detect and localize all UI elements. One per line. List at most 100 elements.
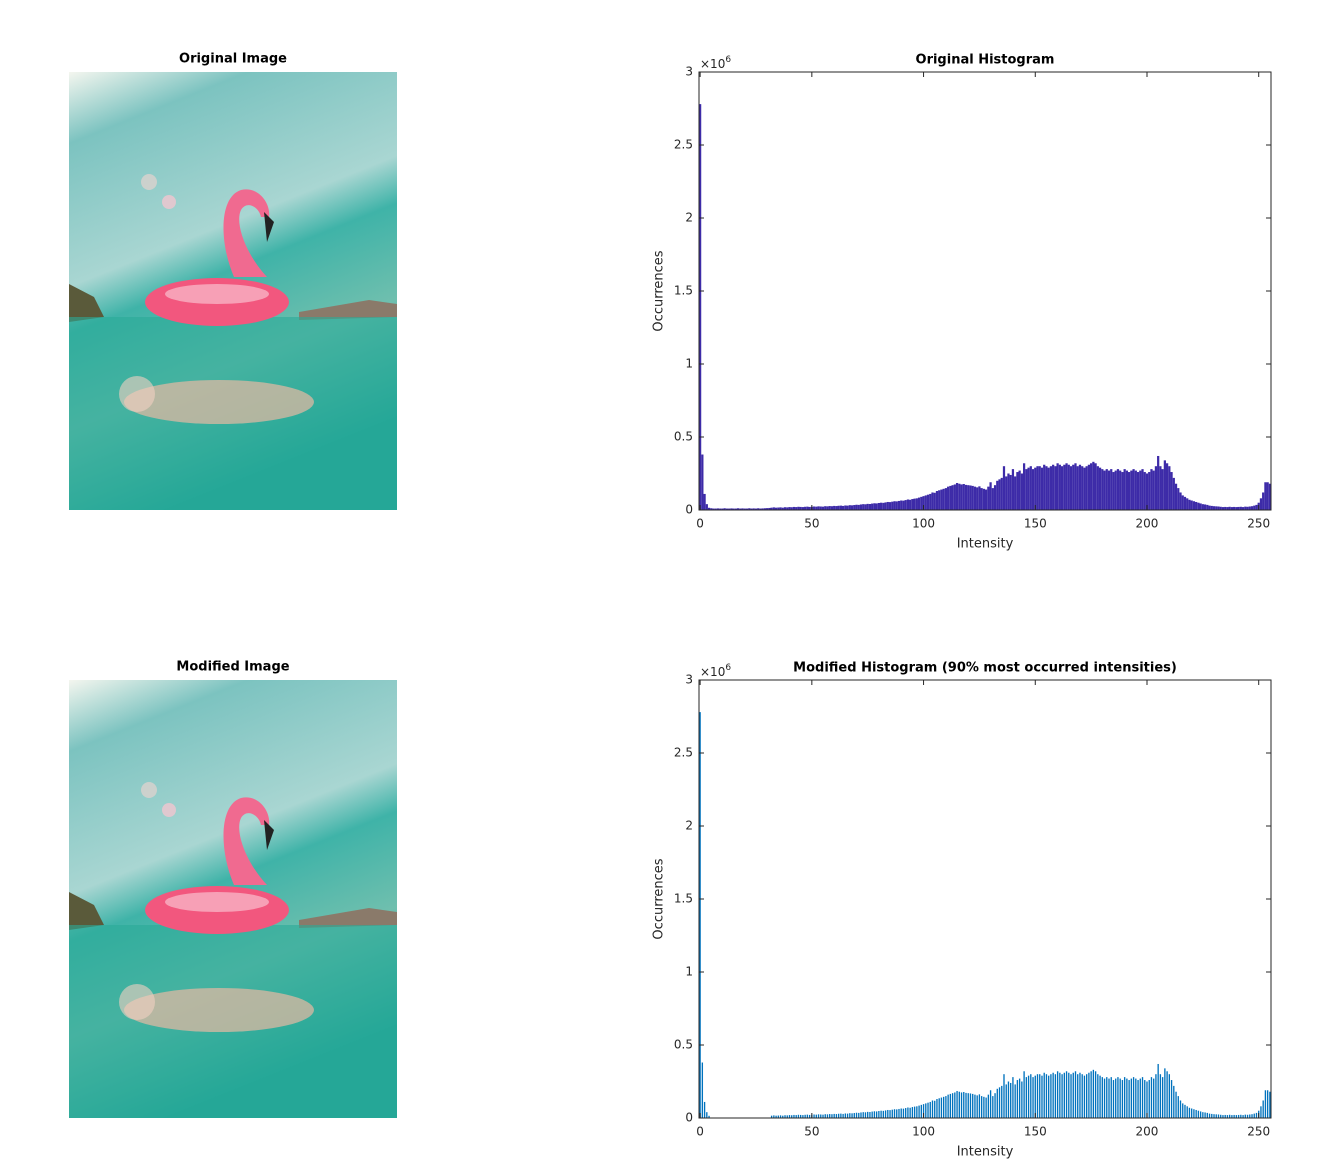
bar bbox=[817, 1114, 820, 1118]
bar bbox=[1016, 1080, 1019, 1118]
bar bbox=[1014, 1084, 1016, 1118]
bar bbox=[1117, 1077, 1119, 1118]
bar bbox=[1161, 469, 1164, 510]
bar bbox=[786, 507, 789, 510]
bar bbox=[1043, 464, 1046, 510]
bar bbox=[1045, 1074, 1048, 1118]
bar bbox=[1103, 1078, 1106, 1118]
bar bbox=[1211, 1113, 1213, 1118]
bar bbox=[1010, 1082, 1012, 1118]
bar bbox=[775, 1115, 777, 1118]
bar bbox=[1081, 466, 1084, 510]
bar bbox=[944, 488, 948, 510]
bar bbox=[1239, 506, 1242, 510]
bar bbox=[817, 506, 820, 510]
bar bbox=[940, 489, 943, 510]
bar bbox=[900, 500, 903, 510]
y-tick-label: 1.5 bbox=[674, 284, 693, 298]
bar bbox=[783, 507, 787, 510]
bar bbox=[1259, 498, 1263, 510]
bar bbox=[748, 508, 751, 510]
bar bbox=[705, 504, 708, 510]
bar bbox=[1165, 463, 1169, 510]
bar bbox=[980, 1096, 983, 1118]
bar bbox=[949, 485, 952, 510]
bar bbox=[913, 1106, 916, 1118]
bar bbox=[980, 488, 983, 510]
x-tick-label: 250 bbox=[1247, 517, 1270, 531]
bar bbox=[1186, 1106, 1188, 1118]
bar bbox=[819, 506, 822, 510]
bar bbox=[808, 506, 811, 510]
bar bbox=[1049, 466, 1053, 510]
bar bbox=[1222, 1115, 1224, 1118]
bar bbox=[985, 489, 988, 510]
bar bbox=[998, 1087, 1001, 1118]
bar bbox=[880, 1110, 882, 1118]
bar bbox=[1101, 1077, 1103, 1118]
bar bbox=[1226, 1115, 1229, 1118]
bar bbox=[987, 1094, 990, 1118]
image-title: Modified Image bbox=[176, 660, 289, 675]
bar bbox=[781, 507, 784, 510]
bar bbox=[1125, 470, 1128, 510]
bar bbox=[1195, 501, 1198, 510]
bar bbox=[797, 1114, 800, 1118]
bar bbox=[1224, 506, 1227, 510]
bar bbox=[877, 502, 880, 510]
bar bbox=[1072, 464, 1075, 510]
bar bbox=[1076, 466, 1079, 510]
bar bbox=[866, 503, 869, 510]
bar bbox=[869, 1112, 871, 1118]
y-tick-label: 2.5 bbox=[674, 138, 693, 152]
bar bbox=[973, 486, 977, 510]
bar bbox=[812, 506, 816, 510]
bar bbox=[1208, 505, 1211, 510]
bar bbox=[706, 1112, 708, 1118]
bar bbox=[978, 1094, 981, 1118]
bar bbox=[821, 506, 825, 510]
bar bbox=[882, 1110, 885, 1118]
bar bbox=[1018, 1078, 1021, 1118]
bar bbox=[1228, 506, 1231, 510]
bar bbox=[1186, 498, 1189, 510]
bar bbox=[1038, 466, 1041, 510]
bar bbox=[875, 503, 878, 510]
bar bbox=[1099, 1075, 1101, 1118]
bar bbox=[882, 502, 885, 510]
y-tick-label: 2 bbox=[685, 211, 693, 225]
bar bbox=[1112, 1080, 1115, 1118]
bar bbox=[1177, 488, 1180, 510]
bar bbox=[1163, 460, 1166, 510]
bar bbox=[701, 454, 704, 510]
bar bbox=[1029, 466, 1032, 510]
bar bbox=[786, 1115, 788, 1118]
bar bbox=[1119, 470, 1122, 510]
x-axis-label: Intensity bbox=[957, 537, 1014, 552]
bar bbox=[752, 508, 755, 510]
bar bbox=[1002, 466, 1006, 510]
y-tick-label: 0 bbox=[685, 503, 693, 517]
bar bbox=[703, 1101, 706, 1118]
y-multiplier-exponent: 6 bbox=[725, 663, 731, 673]
bar bbox=[1241, 507, 1245, 510]
bar bbox=[1253, 505, 1256, 510]
bar bbox=[804, 506, 807, 510]
bar bbox=[848, 505, 851, 510]
x-tick-label: 100 bbox=[912, 517, 935, 531]
bar bbox=[839, 505, 842, 510]
bar bbox=[1005, 1084, 1007, 1118]
bar bbox=[862, 504, 865, 510]
bar bbox=[1101, 469, 1104, 510]
bar bbox=[1081, 1074, 1083, 1118]
bar bbox=[1014, 476, 1017, 510]
bar bbox=[1041, 1075, 1043, 1118]
bar bbox=[1048, 1075, 1050, 1118]
bar bbox=[1221, 507, 1225, 510]
y-multiplier: ×106 bbox=[700, 663, 731, 679]
bar bbox=[1072, 1072, 1074, 1118]
bar bbox=[1206, 504, 1209, 510]
bar bbox=[788, 507, 791, 510]
bar bbox=[1242, 1115, 1244, 1118]
bar bbox=[947, 486, 950, 510]
